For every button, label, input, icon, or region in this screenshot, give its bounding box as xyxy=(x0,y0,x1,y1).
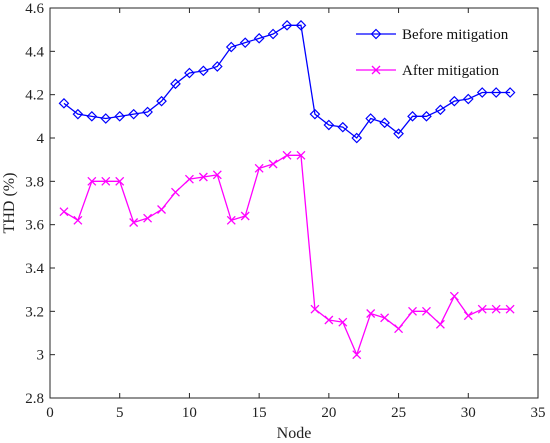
y-axis-title: THD (%) xyxy=(1,173,18,234)
data-point-before-15 xyxy=(253,32,265,44)
data-point-after-29 xyxy=(449,291,459,301)
data-point-after-6 xyxy=(129,218,139,227)
x-tick-label: 0 xyxy=(46,405,54,421)
data-point-before-25 xyxy=(393,128,404,140)
x-tick-label: 10 xyxy=(182,405,197,421)
x-tick-label: 25 xyxy=(391,405,406,421)
data-point-before-3 xyxy=(86,110,98,122)
data-point-after-25 xyxy=(394,324,404,334)
y-tick-label: 4.2 xyxy=(25,88,44,104)
data-point-after-18 xyxy=(296,150,306,160)
y-tick-label: 4 xyxy=(37,131,45,147)
data-point-after-12 xyxy=(212,170,222,180)
x-tick-label: 35 xyxy=(531,405,546,421)
data-point-before-10 xyxy=(184,67,195,79)
data-point-before-33 xyxy=(504,87,516,98)
data-point-after-30 xyxy=(463,311,473,321)
data-point-before-30 xyxy=(462,93,474,105)
data-point-after-16 xyxy=(268,159,278,169)
data-point-after-17 xyxy=(282,150,292,160)
data-point-after-23 xyxy=(366,309,376,318)
y-tick-label: 3.8 xyxy=(25,174,44,190)
data-point-after-7 xyxy=(143,213,153,223)
y-tick-label: 3 xyxy=(37,348,45,364)
plot-frame xyxy=(49,7,539,399)
data-point-before-32 xyxy=(490,87,502,98)
data-point-after-22 xyxy=(352,350,362,360)
data-point-before-24 xyxy=(379,117,390,129)
data-point-before-26 xyxy=(407,110,418,122)
data-point-before-5 xyxy=(114,110,126,122)
data-point-before-22 xyxy=(351,132,363,144)
data-point-before-8 xyxy=(156,95,167,107)
data-point-after-21 xyxy=(338,317,348,327)
data-point-after-28 xyxy=(435,319,445,329)
data-point-after-10 xyxy=(184,174,194,184)
data-point-after-24 xyxy=(380,313,390,323)
data-point-before-21 xyxy=(337,121,349,133)
data-point-before-16 xyxy=(267,28,279,40)
data-point-before-28 xyxy=(435,104,446,116)
data-point-after-15 xyxy=(254,163,264,173)
legend-marker-before xyxy=(370,28,382,40)
data-point-after-20 xyxy=(324,315,334,325)
data-point-before-17 xyxy=(281,19,293,31)
legend-label-after: After mitigation xyxy=(402,63,500,79)
data-point-before-18 xyxy=(295,19,307,31)
data-point-after-9 xyxy=(171,187,180,197)
data-point-before-31 xyxy=(476,87,488,98)
data-point-before-20 xyxy=(323,119,335,131)
x-tick-label: 5 xyxy=(116,405,124,421)
data-point-before-23 xyxy=(365,113,377,124)
y-tick-label: 3.2 xyxy=(25,304,44,320)
legend-marker-after xyxy=(371,65,381,75)
data-point-after-19 xyxy=(310,304,320,314)
x-tick-label: 15 xyxy=(252,405,267,421)
data-point-after-2 xyxy=(73,215,83,225)
axes-layer: 0 5 10 15 20 25 30 35 2.8 3 3.2 3.4 3.6 3.8 4 4.2 4.4 4.6 xyxy=(25,1,545,421)
data-point-before-11 xyxy=(198,65,209,77)
data-point-before-6 xyxy=(128,108,140,120)
data-point-after-13 xyxy=(226,215,236,225)
data-point-before-1 xyxy=(58,97,70,109)
y-tick-label: 3.6 xyxy=(25,218,44,234)
y-tick-label: 3.4 xyxy=(25,261,44,277)
data-point-after-27 xyxy=(421,306,431,316)
data-point-after-1 xyxy=(59,207,69,217)
data-point-before-4 xyxy=(100,113,112,124)
x-tick-label: 30 xyxy=(461,405,476,421)
data-point-after-4 xyxy=(101,176,111,186)
data-point-after-31 xyxy=(477,304,487,314)
data-point-after-26 xyxy=(408,306,417,316)
data-point-after-5 xyxy=(115,176,125,186)
data-point-before-2 xyxy=(72,108,84,120)
x-tick-label: 20 xyxy=(321,405,336,421)
data-point-before-14 xyxy=(239,37,251,49)
data-point-before-19 xyxy=(309,108,321,120)
data-point-before-12 xyxy=(211,61,223,72)
y-tick-label: 2.8 xyxy=(25,391,44,407)
legend: Before mitigation After mitigation xyxy=(348,14,533,84)
series-layer xyxy=(58,19,516,360)
x-axis-title: Node xyxy=(277,425,312,442)
data-point-before-29 xyxy=(448,95,460,107)
data-point-before-13 xyxy=(225,41,237,53)
series-line-before xyxy=(63,24,511,139)
data-point-after-3 xyxy=(87,176,97,186)
y-tick-label: 4.4 xyxy=(25,44,44,60)
data-point-after-32 xyxy=(491,304,501,314)
y-tick-label: 4.6 xyxy=(25,1,44,17)
data-point-after-33 xyxy=(505,304,515,314)
legend-label-before: Before mitigation xyxy=(402,27,509,43)
data-point-after-8 xyxy=(157,205,167,214)
data-point-before-27 xyxy=(421,110,432,122)
data-point-before-7 xyxy=(142,106,153,118)
data-point-after-14 xyxy=(240,211,250,221)
data-point-after-11 xyxy=(198,172,208,182)
data-point-before-9 xyxy=(170,78,181,90)
